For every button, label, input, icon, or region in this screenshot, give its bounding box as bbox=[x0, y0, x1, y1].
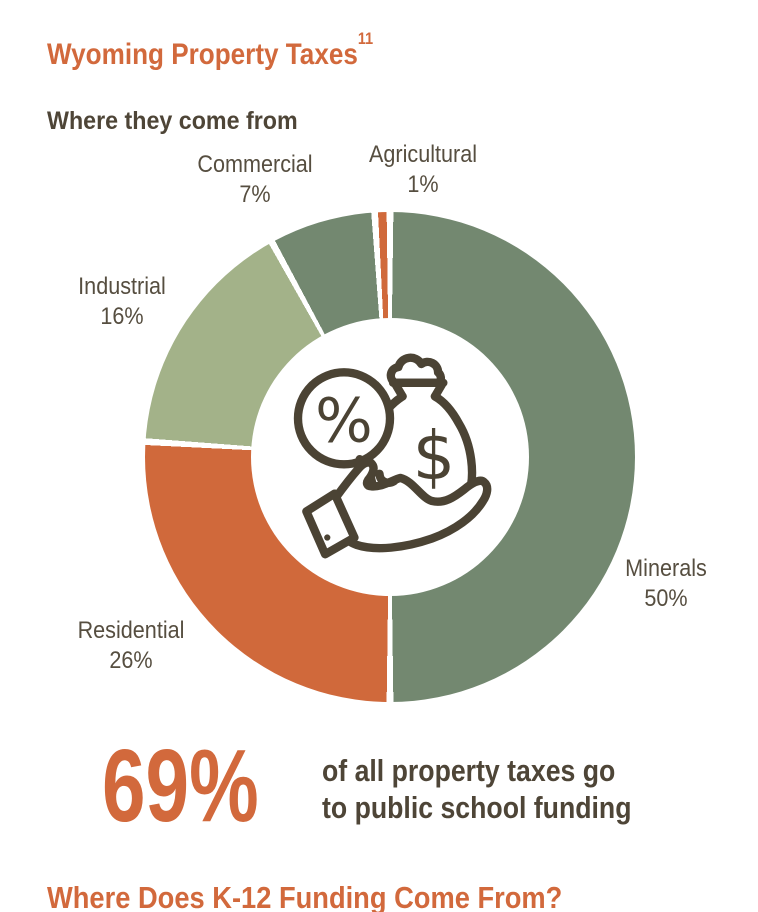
page-title-text: Wyoming Property Taxes bbox=[47, 38, 358, 72]
hand-icon bbox=[327, 458, 492, 553]
slice-label-minerals: Minerals 50% bbox=[625, 554, 707, 614]
slice-value: 7% bbox=[239, 181, 271, 208]
slice-name: Agricultural bbox=[368, 141, 478, 168]
slice-name: Commercial bbox=[197, 151, 313, 178]
thumb-detail-icon bbox=[375, 469, 399, 487]
slice-label-residential: Residential 26% bbox=[78, 616, 185, 676]
stat-caption: of all property taxes go to public schoo… bbox=[322, 752, 632, 826]
slice-label-industrial: Industrial 16% bbox=[78, 272, 166, 332]
footnote-marker: 11 bbox=[357, 30, 374, 49]
slice-value: 16% bbox=[100, 303, 144, 330]
cuff-icon bbox=[302, 489, 359, 559]
money-hand-icon: $ % bbox=[293, 353, 492, 559]
slice-value: 50% bbox=[644, 585, 688, 612]
footer-heading: Where Does K-12 Funding Come From? bbox=[47, 879, 563, 912]
percent-magnifier-icon bbox=[293, 368, 395, 469]
money-bag-tie-icon bbox=[386, 353, 446, 387]
stat-caption-line2: to public school funding bbox=[322, 790, 632, 825]
slice-value: 26% bbox=[109, 647, 153, 674]
slice-label-commercial: Commercial 7% bbox=[197, 150, 312, 210]
slice-name: Residential bbox=[77, 617, 185, 644]
slice-name: Industrial bbox=[78, 273, 166, 300]
money-bag-collar-icon bbox=[388, 378, 448, 401]
stat-percentage: 69% bbox=[102, 728, 259, 843]
chart-subtitle: Where they come from bbox=[47, 106, 298, 135]
percent-sign-icon: % bbox=[315, 386, 373, 456]
slice-name: Minerals bbox=[625, 555, 707, 582]
slice-value: 1% bbox=[407, 171, 439, 198]
dollar-sign-icon: $ bbox=[413, 417, 456, 495]
slice-label-agricultural: Agricultural 1% bbox=[369, 140, 477, 200]
page-title: Wyoming Property Taxes11 bbox=[47, 30, 373, 72]
cuff-button-icon bbox=[324, 534, 331, 541]
stat-caption-line1: of all property taxes go bbox=[322, 753, 616, 788]
